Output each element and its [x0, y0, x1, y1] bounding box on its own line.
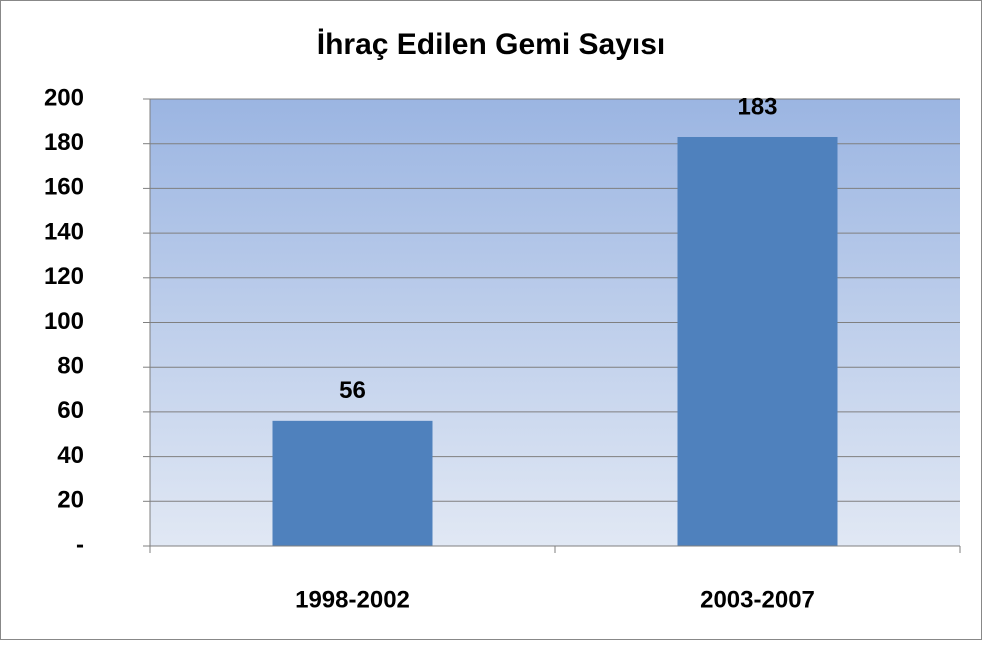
- x-tick-label: 2003-2007: [700, 586, 815, 613]
- y-tick-label: 180: [44, 129, 84, 156]
- y-tick-label: 60: [57, 397, 84, 424]
- y-tick-label: 80: [57, 353, 84, 380]
- y-tick-label: 160: [44, 174, 84, 201]
- chart-title: İhraç Edilen Gemi Sayısı: [317, 28, 666, 61]
- bar: [272, 420, 433, 546]
- y-tick-label: 40: [57, 442, 84, 469]
- bar: [677, 136, 838, 546]
- y-tick-label: 140: [44, 218, 84, 245]
- y-tick-label: 120: [44, 263, 84, 290]
- y-tick-label: -: [76, 531, 84, 558]
- x-tick-label: 1998-2002: [295, 586, 410, 613]
- y-tick-label: 20: [57, 487, 84, 514]
- y-tick-label: 100: [44, 308, 84, 335]
- data-label: 56: [339, 377, 366, 404]
- data-label: 183: [737, 93, 777, 120]
- y-tick-label: 200: [44, 84, 84, 111]
